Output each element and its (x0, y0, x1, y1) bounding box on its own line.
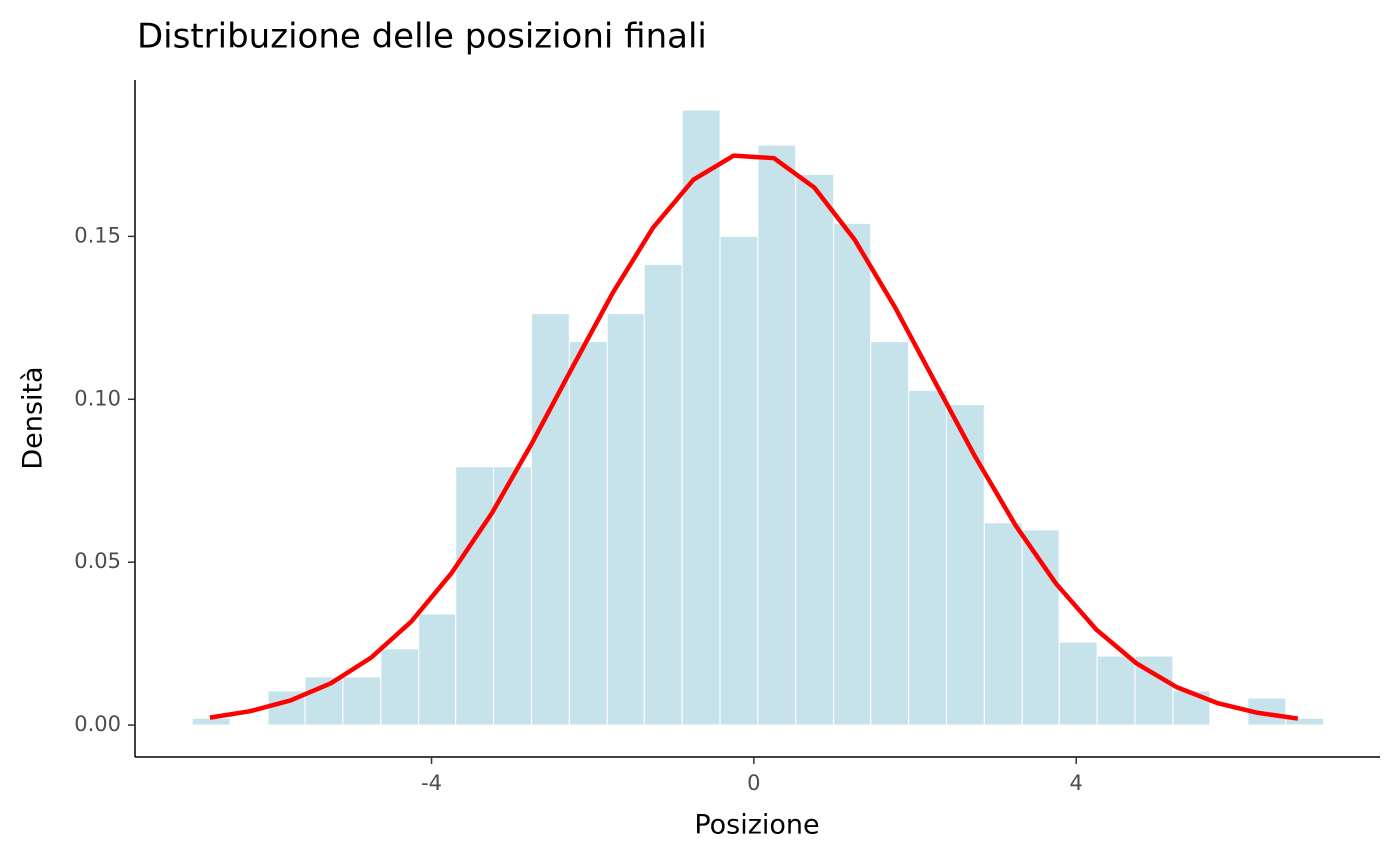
bar (1096, 655, 1136, 726)
y-tick-label: 0.15 (74, 223, 121, 247)
bar (568, 341, 608, 726)
bar (681, 109, 721, 726)
y-axis-label: Densità (18, 366, 49, 469)
density-curve (209, 153, 1299, 721)
bar (380, 648, 420, 726)
bar (795, 173, 835, 726)
bar (1285, 717, 1325, 726)
bar (833, 222, 872, 726)
bar (643, 263, 683, 726)
bar (945, 403, 985, 726)
bar (1058, 641, 1098, 726)
bar (530, 313, 570, 726)
bar (983, 522, 1023, 726)
bar (342, 676, 382, 726)
x-tick-label: 4 (1070, 771, 1083, 795)
x-tick-label: -4 (421, 771, 442, 795)
bar (908, 389, 947, 726)
bar (455, 466, 495, 726)
bar (757, 144, 797, 726)
y-tick-label: 0.10 (74, 386, 121, 410)
bar (870, 341, 910, 726)
bar (418, 613, 457, 726)
bar (493, 466, 532, 726)
y-tick-label: 0.00 (74, 712, 121, 736)
chart-title: Distribuzione delle posizioni finali (137, 17, 707, 57)
y-tick-label: 0.05 (74, 549, 121, 573)
bar (606, 313, 645, 726)
x-axis-label: Posizione (694, 810, 819, 841)
bar (719, 235, 759, 726)
x-tick-label: 0 (747, 771, 760, 795)
